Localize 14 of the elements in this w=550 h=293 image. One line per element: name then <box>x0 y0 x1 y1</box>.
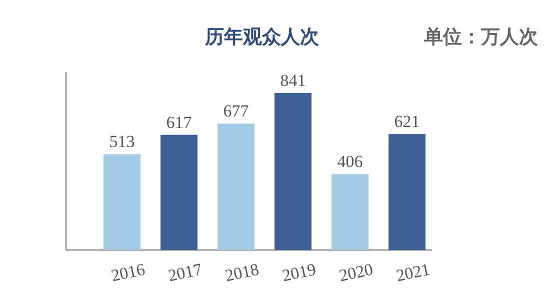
text: 单位：万人次 <box>423 26 539 48</box>
data-label: 677 <box>223 102 250 121</box>
data-label: 621 <box>394 112 420 132</box>
x-tick-label: 2019 <box>280 260 318 286</box>
data-label: 841 <box>280 71 306 90</box>
chart-title: 历年观众人次 <box>204 27 320 48</box>
data-label: 617 <box>166 112 192 132</box>
x-tick-label: 2020 <box>338 260 375 286</box>
data-label: 513 <box>109 132 135 152</box>
data-label: 406 <box>337 152 363 172</box>
x-tick-label: 2018 <box>224 260 261 286</box>
x-tick-label: 2021 <box>394 260 432 286</box>
x-tick-label: 2017 <box>166 260 204 286</box>
x-tick-label: 2016 <box>110 260 147 286</box>
